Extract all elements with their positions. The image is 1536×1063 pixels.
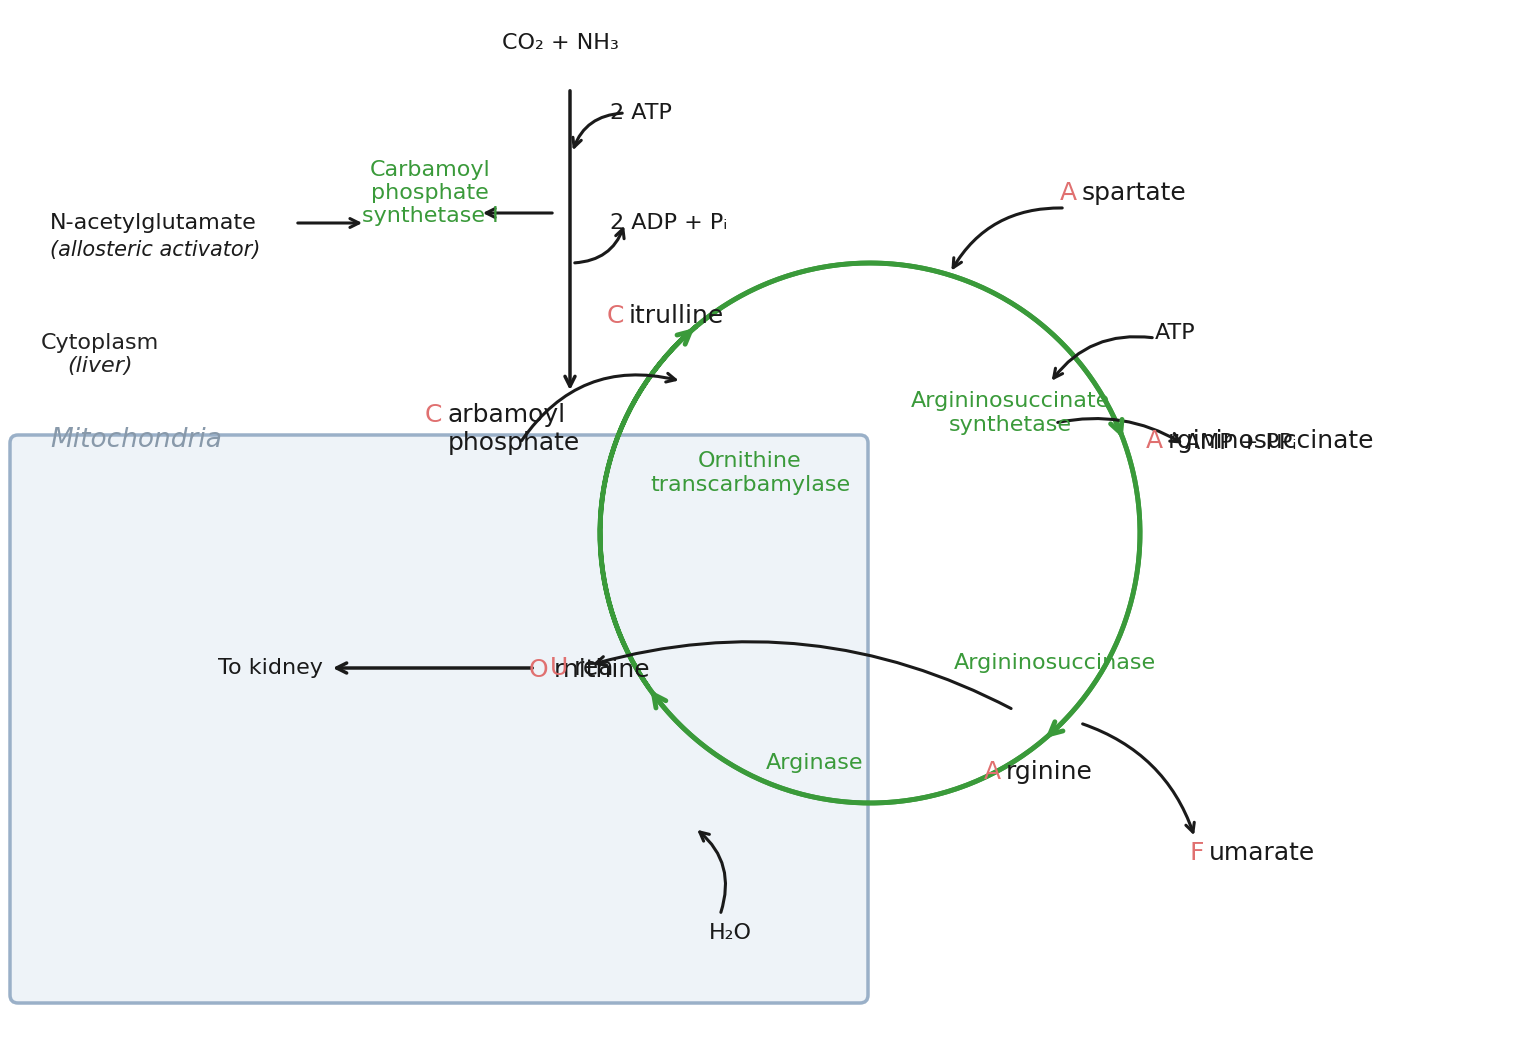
Text: C: C: [607, 304, 624, 328]
Text: N-acetylglutamate: N-acetylglutamate: [51, 213, 257, 233]
Text: rgininosuccinate: rgininosuccinate: [1167, 428, 1375, 453]
Text: 2 ATP: 2 ATP: [610, 103, 671, 123]
Text: U: U: [550, 656, 568, 680]
Text: Argininosuccinate
synthetase: Argininosuccinate synthetase: [911, 391, 1109, 435]
Text: Mitochondria: Mitochondria: [51, 427, 221, 453]
Text: F: F: [1190, 841, 1204, 865]
Text: Carbamoyl
phosphate
synthetase I: Carbamoyl phosphate synthetase I: [361, 159, 498, 226]
Text: spartate: spartate: [1081, 181, 1187, 205]
Text: (allosteric activator): (allosteric activator): [51, 240, 261, 260]
Text: A: A: [1146, 428, 1163, 453]
Text: ATP: ATP: [1155, 323, 1195, 343]
Text: arbamoyl
phosphate: arbamoyl phosphate: [447, 403, 579, 455]
Text: rnithine: rnithine: [554, 658, 651, 681]
Text: umarate: umarate: [1209, 841, 1315, 865]
Text: A: A: [1060, 181, 1077, 205]
Text: (liver): (liver): [68, 356, 132, 376]
Text: 2 ADP + Pᵢ: 2 ADP + Pᵢ: [610, 213, 728, 233]
Text: AMP + PPᵢ: AMP + PPᵢ: [1184, 433, 1296, 453]
Text: O: O: [528, 658, 548, 681]
Text: itrulline: itrulline: [628, 304, 723, 328]
Text: rginine: rginine: [1006, 760, 1092, 783]
Text: Argininosuccinase: Argininosuccinase: [954, 653, 1157, 673]
Text: C: C: [425, 403, 442, 427]
Text: Arginase: Arginase: [766, 753, 863, 773]
Text: CO₂ + NH₃: CO₂ + NH₃: [502, 33, 619, 53]
Text: rea: rea: [573, 656, 614, 680]
Text: A: A: [983, 760, 1000, 783]
Text: To kidney: To kidney: [218, 658, 323, 678]
Text: H₂O: H₂O: [708, 923, 751, 943]
Text: Ornithine
transcarbamylase: Ornithine transcarbamylase: [650, 452, 849, 494]
Text: Cytoplasm: Cytoplasm: [41, 333, 160, 353]
FancyBboxPatch shape: [11, 435, 868, 1003]
